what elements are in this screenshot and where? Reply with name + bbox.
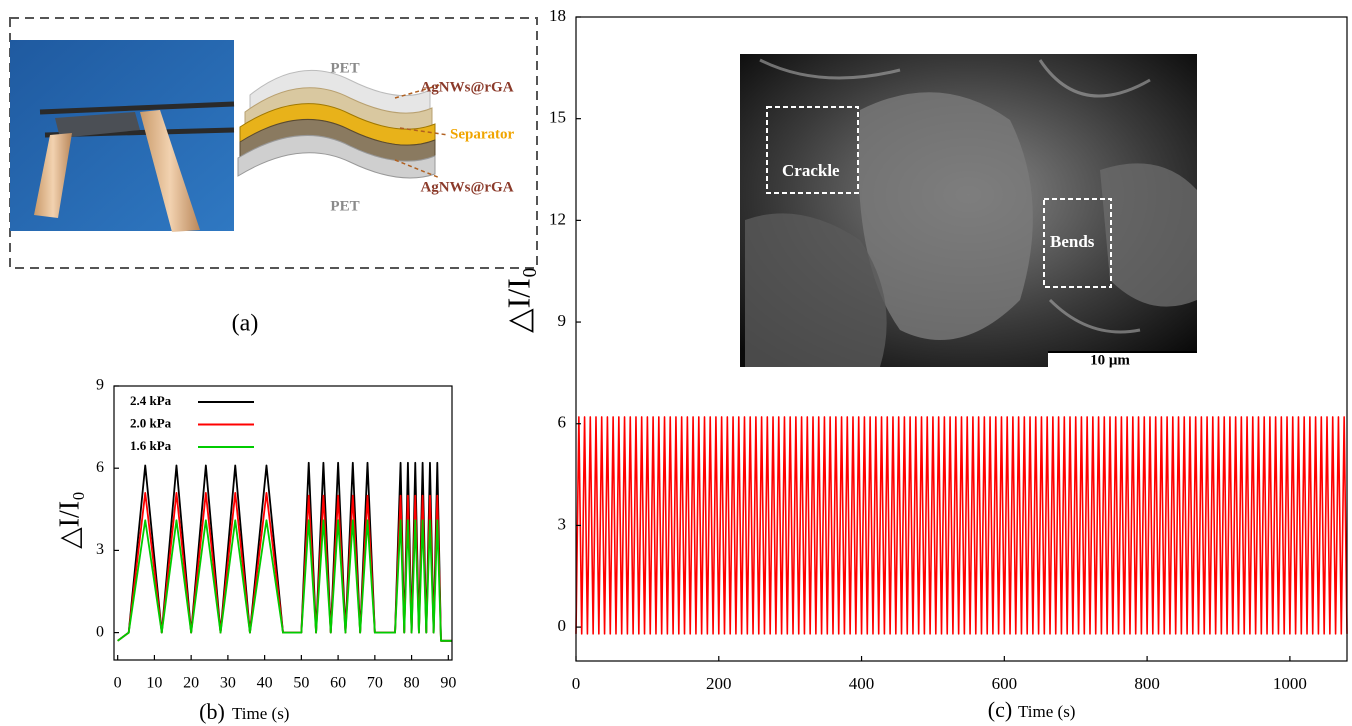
x-tick-label: 0 [114,675,122,692]
x-tick-label: 0 [572,674,581,693]
x-tick-label: 70 [367,675,383,692]
data-line [117,519,452,642]
x-tick-label: 40 [257,675,273,692]
x-axis-label: Time (s) [1018,702,1075,721]
panel-a: PET AgNWs@rGA Separator AgNWs@rGA PET (a… [9,17,538,337]
x-tick-label: 80 [404,675,420,692]
y-tick-label: 3 [96,541,104,558]
layer-schematic [237,69,449,179]
panel-label: (c) [988,697,1012,722]
y-tick-label: 15 [549,108,566,127]
layer-label: Separator [450,126,514,142]
x-tick-label: 10 [146,675,162,692]
layer-label: AgNWs@rGA [420,179,513,195]
x-tick-label: 50 [293,675,309,692]
inset-label: Bends [1050,232,1095,251]
y-tick-label: 9 [96,377,104,394]
x-tick-label: 200 [706,674,732,693]
x-tick-label: 20 [183,675,199,692]
scale-bar-label: 10 μm [1090,352,1130,368]
device [55,112,140,138]
panel-label: (b) [199,699,225,724]
y-axis-label: △I/I₀ [500,267,536,333]
legend-label: 2.0 kPa [130,415,172,430]
data-line [575,416,1348,635]
inset-label: Crackle [782,161,840,180]
y-tick-label: 12 [549,209,566,228]
x-tick-label: 1000 [1273,674,1307,693]
x-tick-label: 90 [440,675,456,692]
x-tick-label: 600 [992,674,1018,693]
sem-inset: Crackle Bends 10 μm [740,54,1197,368]
y-tick-label: 3 [558,514,567,533]
layer-label: PET [330,198,359,214]
legend-label: 2.4 kPa [130,393,172,408]
plot-frame [113,385,453,661]
y-tick-label: 0 [96,623,104,640]
y-axis-label: △I/I₀ [54,491,85,549]
y-tick-label: 9 [558,311,567,330]
panel-label: (a) [232,311,259,337]
y-tick-label: 0 [558,616,567,635]
x-tick-label: 800 [1134,674,1160,693]
electrode [34,133,72,218]
electrode [140,110,200,232]
x-axis-label: Time (s) [232,704,289,723]
y-tick-label: 18 [549,6,566,25]
plot-frame [575,16,1348,662]
y-tick-label: 6 [558,413,567,432]
layer-label: AgNWs@rGA [420,79,513,95]
legend-label: 1.6 kPa [130,438,172,453]
x-tick-label: 400 [849,674,875,693]
x-tick-label: 30 [220,675,236,692]
y-tick-label: 6 [96,459,104,476]
layer-label: PET [330,60,359,76]
x-tick-label: 60 [330,675,346,692]
